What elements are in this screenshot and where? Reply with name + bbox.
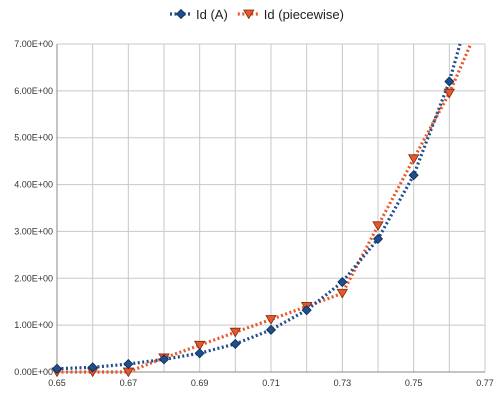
y-tick-label: 3.00E+00	[14, 226, 53, 236]
id-a-point	[123, 358, 134, 370]
y-tick-label: 7.00E+00	[14, 39, 53, 49]
legend-marker	[243, 9, 255, 20]
id-a-point	[230, 338, 241, 349]
chart-legend: Id (A) Id (piecewise)	[170, 7, 344, 22]
legend-label: Id (piecewise)	[264, 7, 344, 22]
legend-label: Id (A)	[196, 7, 228, 22]
legend-marker	[175, 8, 187, 20]
series-line-id-a	[57, 43, 462, 371]
x-tick-label: 0.69	[191, 378, 209, 388]
x-tick-label: 0.71	[262, 378, 280, 388]
id-piecewise-point	[265, 315, 277, 325]
id-a-point	[158, 354, 170, 365]
x-tick-label: 0.73	[334, 378, 352, 388]
y-tick-label: 1.00E+00	[14, 320, 53, 330]
series-line-id-piecewise	[57, 43, 473, 374]
x-tick-label: 0.75	[405, 378, 423, 388]
id-piecewise-point	[443, 88, 456, 99]
y-tick-label: 5.00E+00	[14, 133, 53, 143]
id-piecewise-point	[407, 154, 420, 165]
id-a-point	[87, 362, 98, 373]
id-a-point	[301, 305, 312, 316]
x-tick-label: 0.65	[48, 378, 66, 388]
id-a-point	[408, 170, 419, 181]
id-a-point	[337, 276, 348, 288]
y-tick-label: 6.00E+00	[14, 86, 53, 96]
legend-item-id-piecewise: Id (piecewise)	[237, 7, 344, 22]
x-tick-label: 0.67	[120, 378, 138, 388]
tick-labels: 0.00E+00 1.00E+00 2.00E+00 3.00E+00 4.00E+00…	[14, 39, 494, 388]
id-piecewise-point	[372, 221, 384, 232]
id-a-point	[51, 363, 63, 374]
id-piecewise-point	[336, 288, 349, 299]
id-piecewise-point	[193, 340, 206, 351]
y-tick-label: 4.00E+00	[14, 180, 53, 190]
id-a-point	[444, 76, 455, 87]
x-tick-label: 0.77	[476, 378, 494, 388]
id-a-point	[194, 348, 205, 359]
y-tick-label: 2.00E+00	[14, 273, 53, 283]
y-tick-label: 0.00E+00	[14, 367, 53, 377]
id-a-point	[265, 324, 277, 335]
id-a-point	[372, 233, 384, 244]
legend-item-id-a: Id (A)	[170, 7, 228, 22]
series-layer	[51, 43, 473, 378]
id-piecewise-point	[229, 327, 242, 338]
